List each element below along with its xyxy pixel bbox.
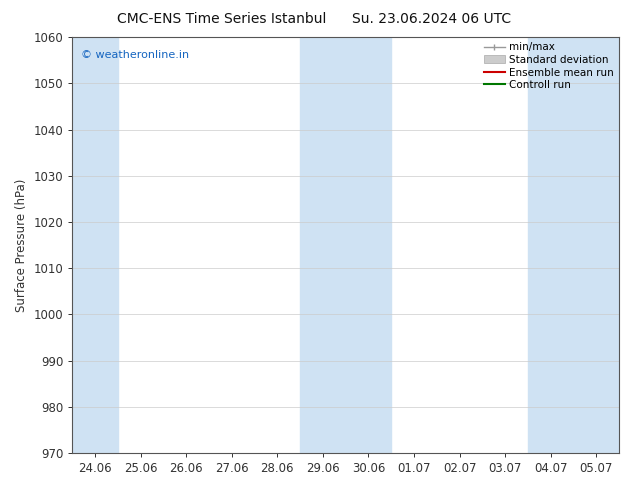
Y-axis label: Surface Pressure (hPa): Surface Pressure (hPa): [15, 178, 28, 312]
Text: Su. 23.06.2024 06 UTC: Su. 23.06.2024 06 UTC: [352, 12, 510, 26]
Legend: min/max, Standard deviation, Ensemble mean run, Controll run: min/max, Standard deviation, Ensemble me…: [482, 40, 616, 92]
Bar: [528, 37, 619, 453]
Bar: [300, 37, 391, 453]
Text: © weatheronline.in: © weatheronline.in: [81, 49, 189, 60]
Text: CMC-ENS Time Series Istanbul: CMC-ENS Time Series Istanbul: [117, 12, 327, 26]
Bar: [72, 37, 118, 453]
